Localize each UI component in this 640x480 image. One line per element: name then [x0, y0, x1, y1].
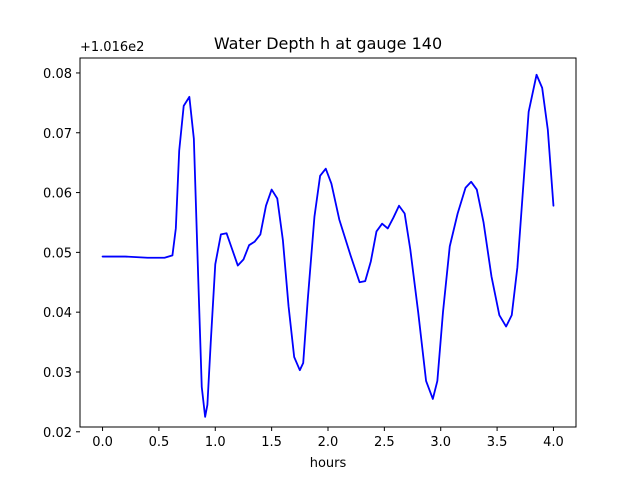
y-axis-offset-label: +1.016e2 [80, 40, 144, 55]
series-line-0 [101, 73, 555, 418]
x-axis-label: hours [310, 456, 347, 471]
y-tick-label: 0.02 [43, 426, 72, 441]
y-tick-label: 0.03 [43, 366, 72, 381]
plot-area [101, 73, 555, 418]
axes: Water Depth h at gauge 140 hours +1.016e… [43, 34, 577, 471]
y-tick-label: 0.08 [43, 67, 72, 82]
x-tick-label: 4.0 [543, 435, 564, 450]
x-tick-label: 0.0 [92, 435, 113, 450]
y-tick-label: 0.07 [43, 127, 72, 142]
x-tick-label: 3.5 [487, 435, 508, 450]
x-tick-label: 1.0 [205, 435, 226, 450]
y-tick-label: 0.05 [43, 246, 72, 261]
x-tick-label: 1.5 [261, 435, 282, 450]
x-tick-label: 3.0 [430, 435, 451, 450]
y-tick-label: 0.04 [43, 306, 72, 321]
y-tick-label: 0.06 [43, 187, 72, 202]
x-tick-label: 2.5 [374, 435, 395, 450]
x-tick-label: 2.0 [318, 435, 339, 450]
x-tick-label: 0.5 [149, 435, 170, 450]
chart-title: Water Depth h at gauge 140 [214, 34, 442, 53]
plot-frame [79, 57, 577, 428]
